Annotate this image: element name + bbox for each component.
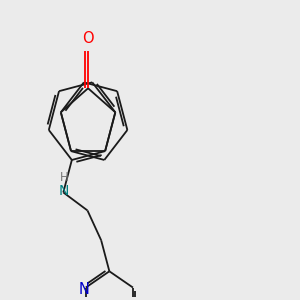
Text: H: H [60,171,69,184]
Text: N: N [79,282,90,297]
Text: O: O [82,31,93,46]
Text: N: N [59,184,69,198]
